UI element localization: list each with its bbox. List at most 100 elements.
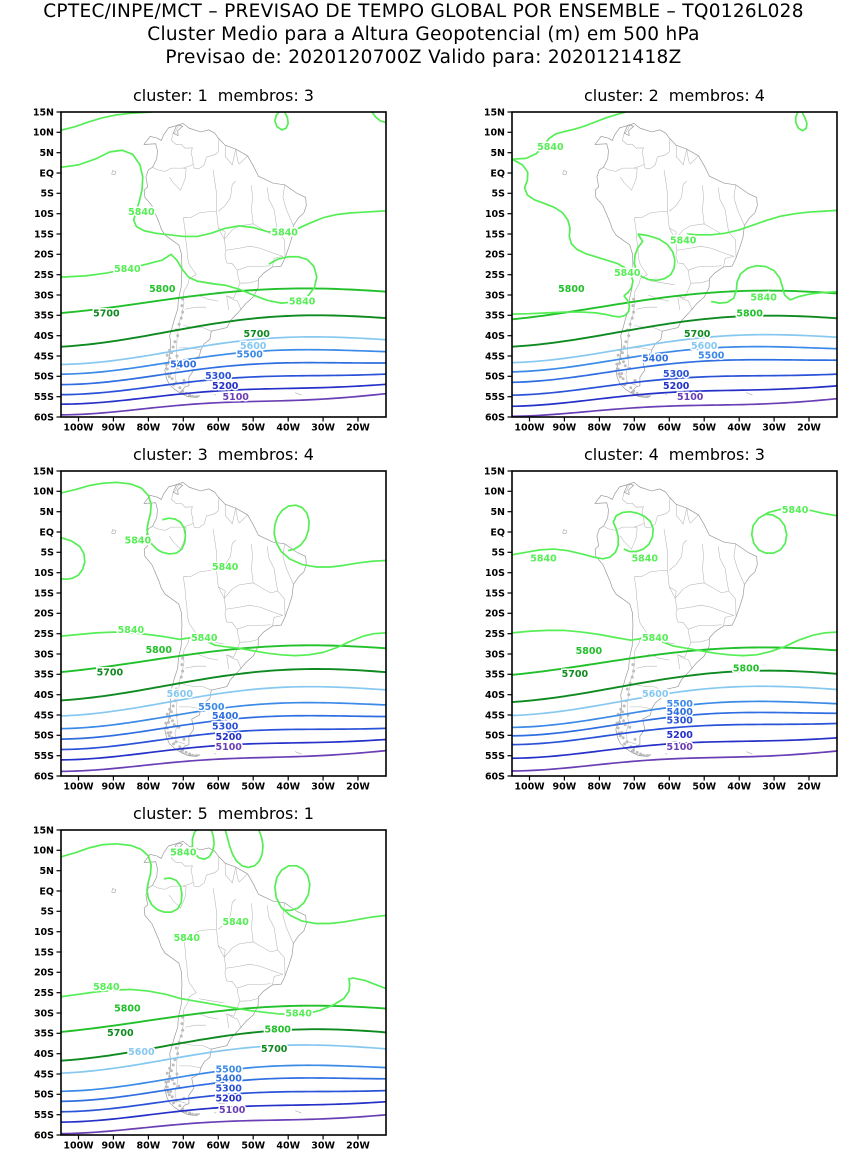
- svg-text:5100: 5100: [677, 392, 704, 403]
- x-axis-tick-label: 100W: [63, 423, 94, 434]
- contour-5200: [61, 1100, 386, 1123]
- contour-5400: [61, 714, 386, 740]
- y-axis-tick-label: 20S: [485, 250, 505, 261]
- y-axis-tick-label: 45S: [34, 351, 54, 362]
- contour-label-5840: 5840: [170, 848, 197, 859]
- y-axis-tick-label: 35S: [34, 1029, 54, 1040]
- contour-label-5100: 5100: [215, 742, 242, 753]
- cluster-word: cluster:: [133, 804, 193, 823]
- x-axis-tick-label: 40W: [727, 423, 751, 434]
- contour-5700: [512, 669, 837, 704]
- contour-label-5840: 5840: [782, 505, 809, 516]
- contour-5840: [191, 830, 215, 861]
- contour-5840: [274, 864, 386, 925]
- y-axis-tick-label: 10N: [484, 128, 505, 139]
- y-axis-tick-label: 45S: [485, 710, 505, 721]
- contour-label-5840: 5840: [212, 562, 239, 573]
- y-axis-tick-label: 10N: [484, 487, 505, 498]
- contour-5400: [61, 361, 386, 386]
- contour-label-5800: 5800: [576, 646, 603, 657]
- contour-label-5840: 5840: [670, 235, 697, 246]
- contour-5840: [273, 504, 386, 568]
- svg-text:5840: 5840: [212, 562, 239, 573]
- svg-text:5500: 5500: [236, 349, 263, 360]
- svg-text:5600: 5600: [167, 689, 194, 700]
- y-axis-tick-label: 25S: [485, 270, 505, 281]
- contour-label-5800: 5800: [736, 309, 763, 320]
- y-axis-tick-label: 20S: [34, 250, 54, 261]
- svg-text:5300: 5300: [205, 371, 232, 382]
- svg-text:5800: 5800: [736, 309, 763, 320]
- x-axis-tick-label: 70W: [171, 782, 195, 793]
- panel-2-members-count: 4: [749, 86, 765, 105]
- x-axis-tick-label: 30W: [311, 1141, 335, 1152]
- y-axis-tick-label: EQ: [39, 886, 54, 897]
- svg-text:5800: 5800: [146, 645, 173, 656]
- svg-text:5800: 5800: [576, 646, 603, 657]
- y-axis-tick-label: 20S: [34, 609, 54, 620]
- contour-5840: [61, 536, 86, 581]
- contour-5840: [686, 209, 837, 236]
- y-axis-tick-label: 35S: [34, 311, 54, 322]
- y-axis-tick-label: 40S: [34, 1049, 54, 1060]
- contour-label-5840: 5840: [125, 535, 152, 546]
- svg-text:5840: 5840: [125, 535, 152, 546]
- x-axis-tick-label: 30W: [311, 782, 335, 793]
- y-axis-tick-label: 10S: [485, 568, 505, 579]
- x-axis-tick-label: 20W: [346, 423, 370, 434]
- contour-5840: [61, 977, 386, 1016]
- y-axis-tick-label: 35S: [34, 670, 54, 681]
- svg-text:5800: 5800: [264, 1025, 291, 1036]
- y-axis-tick-label: 30S: [485, 649, 505, 660]
- svg-text:5500: 5500: [198, 702, 225, 713]
- x-axis-tick-label: 100W: [63, 1141, 94, 1152]
- contour-5500: [61, 701, 386, 730]
- y-axis-tick-label: 55S: [485, 392, 505, 403]
- contour-label-5500: 5500: [666, 699, 693, 710]
- contour-label-5800: 5800: [558, 284, 585, 295]
- contour-label-5840: 5840: [289, 296, 316, 307]
- svg-text:5300: 5300: [666, 716, 693, 727]
- x-axis-tick-label: 40W: [276, 1141, 300, 1152]
- contour-5840: [512, 158, 634, 297]
- contour-label-5600: 5600: [167, 689, 194, 700]
- contour-label-5100: 5100: [666, 742, 693, 753]
- panel-4-cluster-number: 4: [643, 445, 659, 464]
- panel-5: cluster: 5 membros: 1 5840 5840 5840 5840 5840…: [21, 804, 392, 1157]
- contour-5600: [61, 1044, 386, 1075]
- contour-label-5300: 5300: [663, 369, 690, 380]
- y-axis-tick-label: 40S: [34, 690, 54, 701]
- contour-label-5500: 5500: [215, 1064, 242, 1075]
- y-axis-tick-label: 15S: [485, 588, 505, 599]
- x-axis-tick-label: 90W: [102, 423, 126, 434]
- x-axis-tick-label: 60W: [657, 782, 681, 793]
- y-axis-tick-label: 20S: [34, 968, 54, 979]
- svg-text:5700: 5700: [684, 329, 711, 340]
- svg-text:5800: 5800: [558, 284, 585, 295]
- contour-5700: [512, 314, 837, 348]
- x-axis-tick-label: 20W: [797, 423, 821, 434]
- x-axis-tick-label: 100W: [514, 423, 545, 434]
- contour-label-5200: 5200: [663, 381, 690, 392]
- contour-5840: [274, 112, 289, 131]
- y-axis-tick-label: 35S: [485, 311, 505, 322]
- svg-text:5600: 5600: [128, 1047, 155, 1058]
- page-header: CPTEC/INPE/MCT – PREVISAO DE TEMPO GLOBA…: [0, 0, 847, 69]
- svg-text:5840: 5840: [93, 982, 120, 993]
- contour-5840: [224, 830, 264, 869]
- cluster-word: cluster:: [584, 445, 644, 464]
- svg-text:5700: 5700: [562, 669, 589, 680]
- contour-5840: [750, 507, 837, 554]
- svg-text:5840: 5840: [222, 917, 249, 928]
- x-axis-tick-label: 30W: [762, 782, 786, 793]
- svg-text:5600: 5600: [642, 689, 669, 700]
- y-axis-tick-label: 15S: [34, 947, 54, 958]
- contour-label-5840: 5840: [530, 554, 557, 565]
- panel-2: cluster: 2 membros: 4 5840 5840 5840 5840 5840…: [472, 86, 843, 439]
- contour-5100: [512, 750, 837, 772]
- y-axis-tick-label: 15N: [33, 466, 54, 477]
- contour-label-5800: 5800: [149, 284, 176, 295]
- svg-text:5840: 5840: [530, 554, 557, 565]
- contour-label-5800: 5800: [114, 1003, 141, 1014]
- contour-5200: [512, 385, 837, 408]
